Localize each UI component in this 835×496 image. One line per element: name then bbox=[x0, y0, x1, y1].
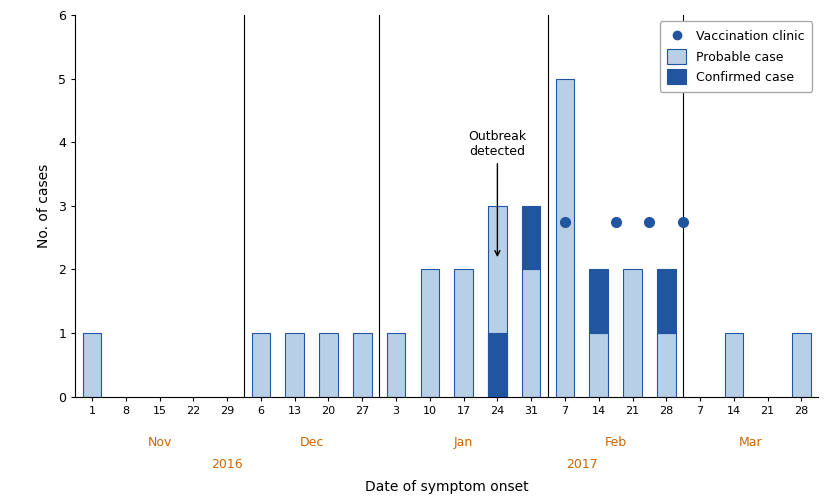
Bar bbox=[454, 269, 473, 397]
Text: Outbreak
detected: Outbreak detected bbox=[468, 130, 526, 255]
Bar bbox=[319, 333, 338, 397]
Text: Date of symptom onset: Date of symptom onset bbox=[365, 480, 529, 494]
Bar bbox=[488, 206, 507, 397]
Text: Dec: Dec bbox=[300, 435, 324, 449]
Bar bbox=[590, 269, 608, 333]
Bar bbox=[251, 333, 271, 397]
Bar bbox=[286, 333, 304, 397]
Bar bbox=[792, 333, 811, 397]
Legend: Vaccination clinic, Probable case, Confirmed case: Vaccination clinic, Probable case, Confi… bbox=[660, 21, 812, 92]
Bar bbox=[590, 333, 608, 397]
Bar bbox=[522, 269, 540, 397]
Bar bbox=[387, 333, 405, 397]
Bar bbox=[83, 333, 101, 397]
Bar bbox=[421, 269, 439, 397]
Bar bbox=[488, 333, 507, 397]
Bar bbox=[657, 269, 676, 333]
Bar bbox=[353, 333, 372, 397]
Text: 2016: 2016 bbox=[211, 458, 243, 471]
Bar bbox=[623, 269, 642, 397]
Bar bbox=[555, 78, 574, 397]
Text: Mar: Mar bbox=[739, 435, 762, 449]
Bar bbox=[657, 333, 676, 397]
Text: 2017: 2017 bbox=[566, 458, 598, 471]
Y-axis label: No. of cases: No. of cases bbox=[38, 164, 51, 248]
Text: Feb: Feb bbox=[605, 435, 627, 449]
Text: Nov: Nov bbox=[148, 435, 172, 449]
Bar bbox=[725, 333, 743, 397]
Text: Jan: Jan bbox=[454, 435, 473, 449]
Bar bbox=[522, 206, 540, 269]
